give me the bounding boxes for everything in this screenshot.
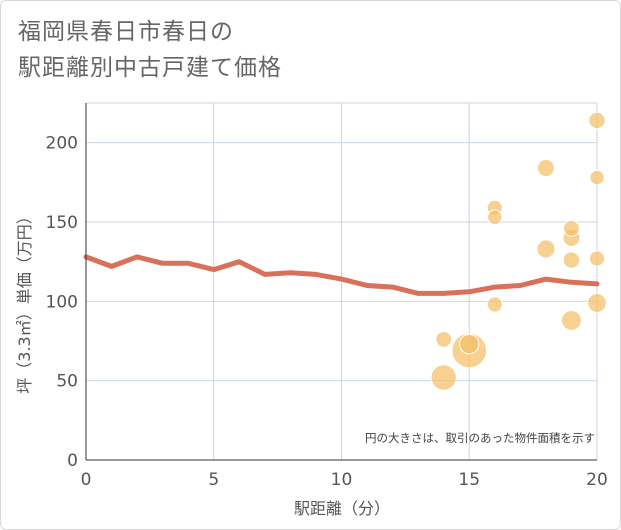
y-tick-label: 150 — [46, 213, 78, 233]
transaction-bubble — [562, 251, 581, 269]
y-tick-label: 50 — [56, 372, 78, 392]
x-tick-label: 15 — [458, 470, 480, 490]
transaction-bubble — [487, 209, 503, 225]
x-tick-label: 10 — [331, 470, 353, 490]
transaction-bubble — [486, 296, 503, 313]
average-price-line — [83, 254, 600, 296]
y-axis-title: 坪（3.3㎡）単価（万円） — [15, 208, 34, 393]
y-tick-label: 0 — [67, 451, 78, 471]
transaction-bubble — [459, 333, 480, 355]
chart-title: 福岡県春日市春日の 駅距離別中古戸建て価格 — [18, 14, 418, 86]
transaction-bubble — [561, 309, 582, 331]
transaction-bubble — [536, 159, 555, 178]
y-tick-label: 100 — [46, 292, 78, 312]
chart-title-line-1: 福岡県春日市春日の — [18, 19, 234, 45]
transaction-bubble — [430, 364, 457, 391]
chart-title-line-2: 駅距離別中古戸建て価格 — [18, 55, 282, 81]
transaction-bubble — [588, 250, 606, 267]
transaction-bubble — [587, 293, 607, 313]
transaction-bubble — [588, 111, 606, 130]
bubble-layer — [430, 111, 607, 391]
x-tick-label: 0 — [81, 470, 92, 490]
x-tick-label: 5 — [208, 470, 219, 490]
axes — [85, 103, 597, 461]
transaction-bubble — [435, 331, 453, 348]
x-axis-title: 駅距離（分） — [294, 499, 390, 518]
transaction-bubble — [536, 239, 556, 259]
x-tick-label: 20 — [586, 470, 608, 490]
transaction-bubble — [589, 169, 605, 186]
size-annotation: 円の大きさは、取引のあった物件面積を示す — [365, 431, 595, 445]
grid-lines — [86, 102, 598, 460]
average-line-layer — [83, 254, 600, 296]
y-tick-label: 200 — [46, 134, 78, 154]
transaction-bubble — [563, 219, 580, 237]
